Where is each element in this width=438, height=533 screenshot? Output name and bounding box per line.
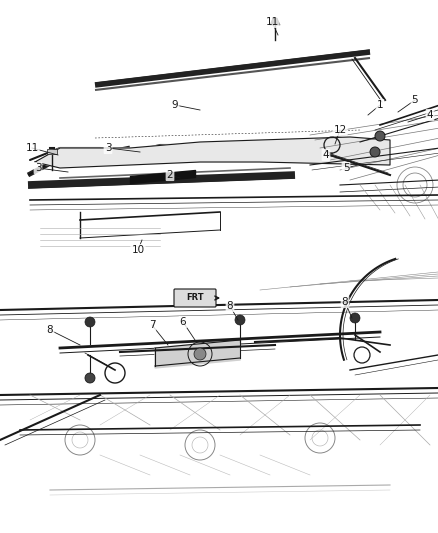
Text: 12: 12 (333, 125, 346, 135)
Text: 4: 4 (323, 150, 329, 160)
Polygon shape (35, 137, 390, 168)
Text: 10: 10 (131, 245, 145, 255)
Circle shape (85, 373, 95, 383)
Polygon shape (155, 340, 240, 368)
Text: 7: 7 (148, 320, 155, 330)
Text: 8: 8 (342, 297, 348, 307)
Text: 5: 5 (412, 95, 418, 105)
Polygon shape (270, 18, 280, 25)
Circle shape (350, 313, 360, 323)
Circle shape (85, 317, 95, 327)
Text: 2: 2 (167, 170, 173, 180)
Text: 11: 11 (25, 143, 39, 153)
Text: 11: 11 (265, 17, 279, 27)
Text: 3: 3 (105, 143, 111, 153)
Text: 5: 5 (343, 163, 350, 173)
Circle shape (370, 147, 380, 157)
Text: 3: 3 (35, 163, 41, 173)
Circle shape (194, 348, 206, 360)
Circle shape (235, 315, 245, 325)
Text: 6: 6 (180, 317, 186, 327)
Text: 1: 1 (377, 100, 383, 110)
Bar (47, 149, 57, 154)
Text: 8: 8 (47, 325, 53, 335)
Circle shape (375, 131, 385, 141)
Text: 8: 8 (227, 301, 233, 311)
Text: 4: 4 (427, 110, 433, 120)
Text: 9: 9 (172, 100, 178, 110)
Text: FRT: FRT (186, 294, 204, 303)
FancyBboxPatch shape (174, 289, 216, 307)
